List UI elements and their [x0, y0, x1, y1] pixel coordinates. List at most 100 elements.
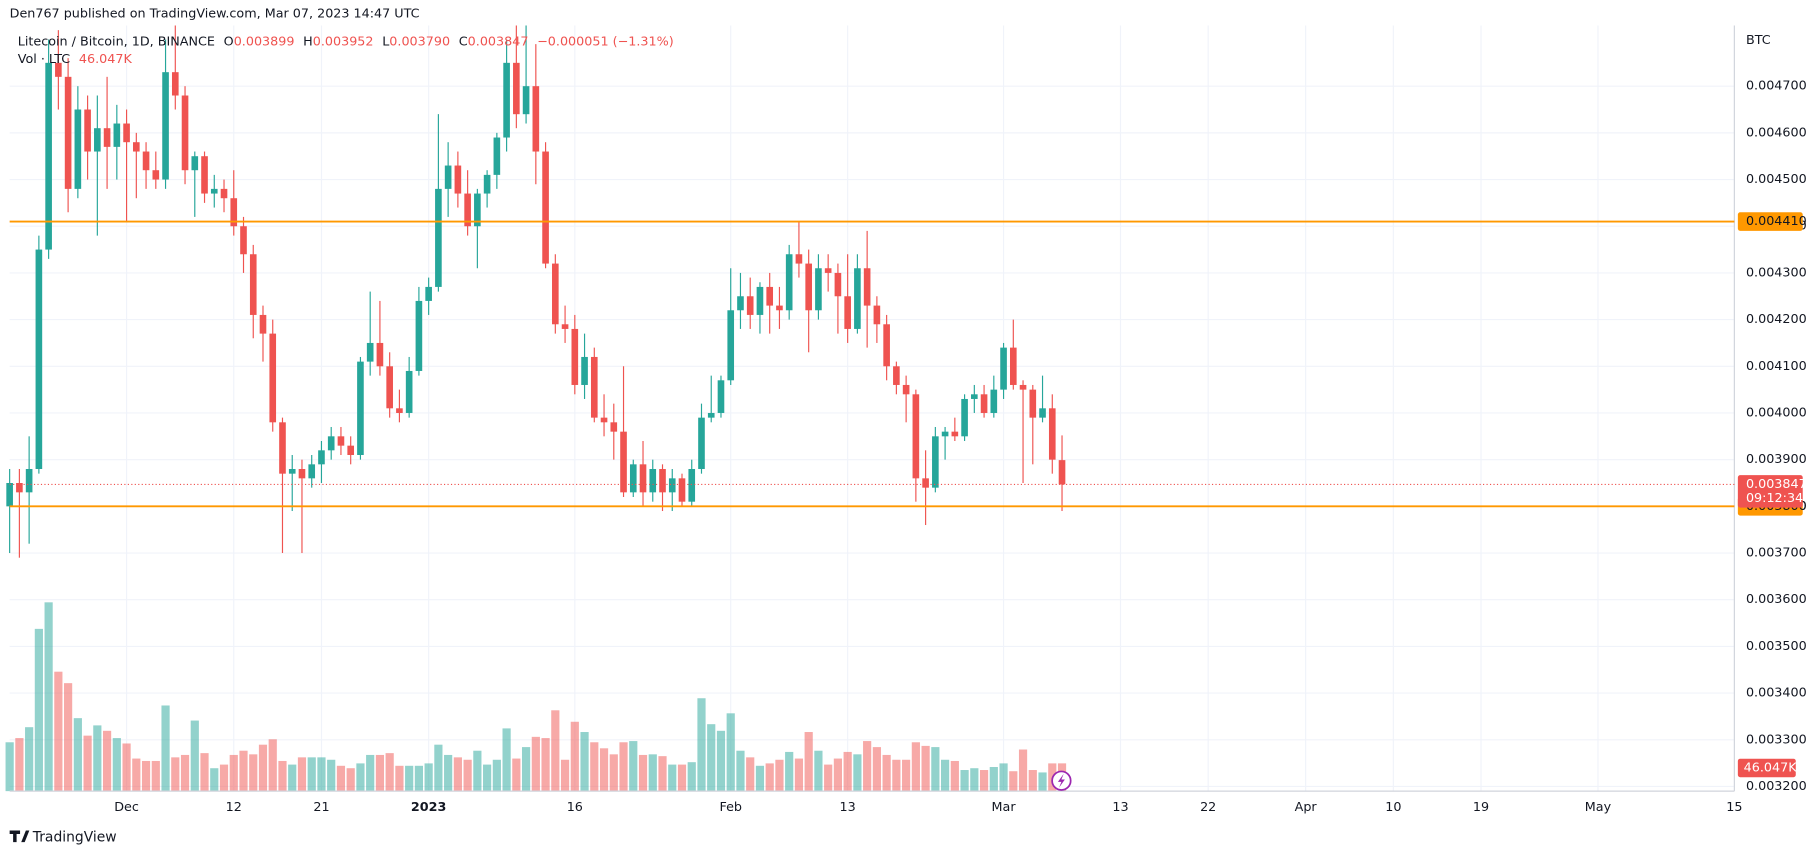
volume-bar [434, 744, 443, 792]
candle-body [84, 109, 91, 152]
volume-value: 46.047K [79, 52, 133, 67]
candle-body [542, 151, 549, 264]
candle-body [776, 305, 783, 311]
volume-bar [658, 756, 667, 792]
volume-bar [307, 757, 316, 792]
candle-body [1000, 347, 1007, 390]
logo-icon [9, 830, 30, 843]
volume-bar [327, 759, 336, 792]
candle-body [737, 296, 744, 311]
y-tick-label: 0.004100 [1746, 359, 1807, 374]
volume-bar [950, 760, 959, 792]
volume-bar [531, 736, 540, 792]
candle-body [493, 137, 501, 175]
volume-bar [366, 754, 375, 792]
candle-body [318, 450, 325, 465]
volume-bar [512, 758, 521, 792]
candle-body [1048, 408, 1056, 460]
candle-body [1019, 384, 1027, 390]
volume-bar [619, 742, 628, 792]
candle-body [347, 445, 355, 455]
candle-body [142, 151, 150, 171]
candle-body [152, 170, 160, 180]
candle-body [688, 469, 696, 502]
y-tick-label: 0.004200 [1746, 312, 1807, 327]
candle-body [269, 333, 277, 423]
volume-bar [1028, 770, 1037, 792]
candle-body [25, 469, 33, 493]
candle-body [824, 268, 832, 273]
candle-body [249, 254, 257, 315]
volume-bar [551, 710, 560, 792]
change: −0.000051 (−1.31%) [537, 34, 674, 49]
volume-bar [979, 770, 989, 792]
candle-body [971, 394, 978, 399]
ohlc-value: 0.003952 [313, 34, 374, 49]
x-tick-label: 13 [840, 800, 856, 815]
volume-bar [473, 750, 482, 792]
y-tick-label: 0.003200 [1746, 779, 1807, 794]
candle-body [678, 478, 686, 502]
icon-bolt [1057, 773, 1065, 788]
volume-bar [892, 759, 901, 792]
level-label: 0.004410 [1746, 214, 1807, 229]
volume-bar [570, 721, 579, 792]
ohlc-key: C [459, 34, 468, 49]
unit: BTC [1746, 33, 1771, 48]
y-tick-label: 0.004600 [1746, 125, 1807, 140]
candle-body [834, 272, 842, 297]
y-tick-label: 0.004700 [1746, 79, 1807, 94]
volume-bar [765, 763, 774, 792]
volume-legend: Vol · LTC 46.047K [18, 52, 133, 67]
volume-bar [521, 747, 531, 792]
volume-bar [483, 764, 492, 792]
candle-body [503, 62, 510, 138]
candle-body [133, 142, 140, 152]
candle-body [123, 123, 130, 143]
volume-bar [824, 764, 833, 792]
candle-body [308, 464, 316, 479]
volume-bar [44, 602, 53, 792]
volume-bar [677, 764, 687, 792]
y-tick-label: 0.003700 [1746, 546, 1807, 561]
candle-body [454, 165, 462, 194]
candle-body [649, 469, 657, 493]
candle-body [893, 366, 900, 385]
candle-body [279, 422, 286, 474]
volume-bar [960, 770, 969, 792]
volume-bar [288, 764, 297, 792]
volume-bar [843, 751, 852, 792]
volume-bar [911, 742, 920, 792]
volume-bar [54, 671, 63, 792]
candle-body [854, 268, 861, 329]
candle-body [1058, 460, 1066, 485]
volume-bar [804, 732, 813, 792]
candle-body [201, 156, 208, 194]
volume-bar [492, 759, 501, 792]
volume-bar [882, 754, 891, 792]
volume-bar [775, 759, 784, 792]
ohlc-value: 0.003899 [234, 34, 295, 49]
volume-bar [463, 759, 472, 792]
candle-body [590, 356, 598, 418]
candle-body [815, 268, 822, 311]
candle-body [1029, 389, 1037, 418]
y-tick-label: 0.003900 [1746, 452, 1807, 467]
y-tick-label: 0.004000 [1746, 405, 1807, 420]
volume-bar [83, 735, 92, 792]
candle-body [980, 394, 988, 413]
volume-bar [746, 757, 755, 792]
x-tick-label: 15 [1726, 800, 1742, 815]
candle-body [717, 380, 725, 413]
x-tick-label: 2023 [411, 800, 446, 815]
candle-body [396, 408, 403, 413]
candle-body [288, 469, 296, 474]
volume-bar [64, 683, 73, 792]
marks [5, 25, 1067, 792]
volume-bar [902, 759, 911, 792]
volume-bar [541, 738, 550, 792]
volume-bar [999, 763, 1008, 792]
candle-body [922, 478, 929, 488]
